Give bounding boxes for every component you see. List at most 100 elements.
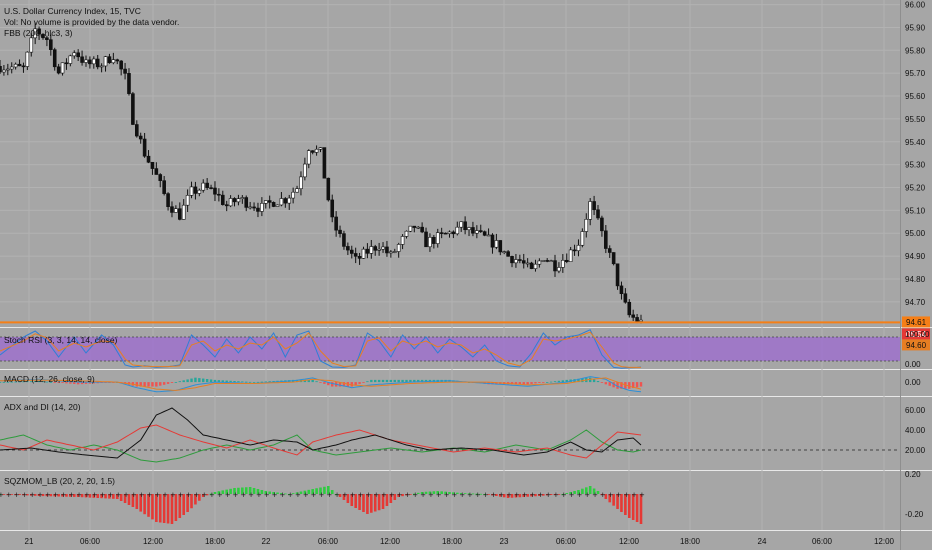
sqzmom-cross-marker: + [29, 491, 35, 499]
sqzmom-cross-marker: + [233, 491, 239, 499]
candle-body [385, 246, 389, 254]
macd-histogram-bar [608, 382, 611, 386]
sqzmom-bar [65, 494, 68, 497]
band-badge-text: 94.60 [906, 341, 927, 350]
macd-histogram-bar [534, 382, 537, 384]
candle-body [260, 203, 264, 212]
candle-body [592, 201, 596, 211]
di-minus-line [0, 424, 642, 459]
candle-body [596, 209, 600, 219]
adx-line [0, 407, 642, 459]
x-tick-label: 18:00 [680, 537, 701, 546]
x-tick-label: 12:00 [619, 537, 640, 546]
price-tick-label: 95.10 [905, 206, 926, 215]
sqzmom-cross-marker: + [545, 491, 551, 499]
sqzmom-bar [201, 494, 205, 497]
sqzmom-cross-marker: + [334, 491, 340, 499]
candle-body [404, 230, 409, 237]
macd-histogram-bar [393, 379, 396, 383]
macd-legend[interactable]: MACD (12, 26, close, 9) [4, 374, 95, 384]
macd-histogram-bar [417, 379, 420, 383]
candle-body [56, 66, 61, 74]
sqzmom-bar [342, 494, 346, 500]
candle-body [537, 260, 542, 265]
macd-histogram-bar [624, 382, 627, 389]
macd-histogram-bar [147, 382, 150, 387]
sqzmom-bar [409, 494, 412, 495]
candle-body [256, 207, 260, 212]
candle-body [150, 161, 155, 169]
macd-histogram-bar [522, 382, 525, 385]
symbol-legend[interactable]: U.S. Dollar Currency Index, 15, TVC [4, 6, 141, 16]
sqzmom-cross-marker: + [37, 491, 43, 499]
macd-histogram-bar [272, 381, 275, 383]
sqzmom-bar [311, 489, 314, 494]
candle-body [424, 231, 428, 248]
sqzmom-bar [119, 494, 123, 501]
candle-body [478, 230, 483, 232]
macd-histogram-bar [342, 382, 346, 387]
candle-body [146, 155, 151, 163]
sqzmom-cross-marker: + [295, 491, 301, 499]
candle-body [435, 232, 440, 244]
sqzmom-bar [33, 494, 37, 496]
sqzmom-cross-marker: + [412, 491, 418, 499]
candle-body [252, 206, 256, 209]
macd-histogram-bar [2, 382, 6, 383]
sqzmom-bar [471, 493, 475, 495]
sqzmom-bar [455, 492, 459, 494]
sqzmom-cross-marker: + [616, 491, 622, 499]
sqzmom-bar [600, 494, 604, 495]
sqzmom-bar [213, 492, 217, 494]
macd-histogram-bar [49, 382, 53, 383]
macd-histogram-bar [319, 382, 322, 383]
candle-body [131, 93, 135, 125]
stoch-rsi-legend[interactable]: Stoch RSI (3, 3, 14, 14, close) [4, 335, 118, 345]
candle-body [115, 59, 120, 62]
macd-histogram-bar [198, 378, 201, 383]
candle-body [584, 218, 589, 232]
candle-body [502, 251, 507, 253]
sqzmom-legend[interactable]: SQZMOM_LB (20, 2, 20, 1.5) [4, 476, 116, 486]
price-tick-label: 95.00 [905, 229, 926, 238]
macd-histogram-bar [397, 379, 400, 383]
sqzmom-bar [631, 494, 635, 520]
sqzmom-cross-marker: + [326, 491, 332, 499]
candle-body [17, 63, 22, 67]
sqzmom-cross-marker: + [475, 491, 481, 499]
sqzmom-cross-marker: + [201, 491, 207, 499]
sqzmom-cross-marker: + [514, 491, 520, 499]
candle-body [611, 252, 616, 265]
sqzmom-bar [26, 494, 29, 496]
candle-body [68, 55, 73, 64]
price-tick-label: 95.20 [905, 184, 926, 193]
macd-histogram-bar [166, 382, 170, 384]
macd-histogram-bar [45, 381, 49, 383]
candle-body [361, 248, 366, 259]
candle-body [623, 293, 628, 303]
macd-histogram-bar [295, 379, 299, 383]
sqzmom-bar [158, 494, 162, 523]
sqzmom-bar [624, 494, 627, 515]
macd-histogram-bar [190, 378, 193, 383]
sqzmom-bar [22, 494, 25, 496]
macd-histogram-bar [331, 382, 334, 387]
fbb-legend[interactable]: FBB (200, hlc3, 3) [4, 28, 73, 38]
sqzmom-cross-marker: + [467, 491, 473, 499]
sqzmom-bar [248, 487, 252, 494]
adx-legend[interactable]: ADX and DI (14, 20) [4, 402, 81, 412]
macd-histogram-bar [202, 378, 205, 383]
sqzmom-bar [541, 494, 545, 496]
sqzmom-bar [569, 492, 572, 494]
sqzmom-cross-marker: + [397, 491, 403, 499]
sqzmom-bar [287, 494, 291, 495]
candle-body [37, 28, 41, 35]
sqzmom-bar [295, 492, 299, 494]
candle-body [21, 65, 26, 68]
candle-body [580, 231, 585, 246]
sqzmom-bar [444, 491, 447, 494]
sqzmom-bar [264, 491, 268, 494]
sqzmom-cross-marker: + [53, 491, 59, 499]
